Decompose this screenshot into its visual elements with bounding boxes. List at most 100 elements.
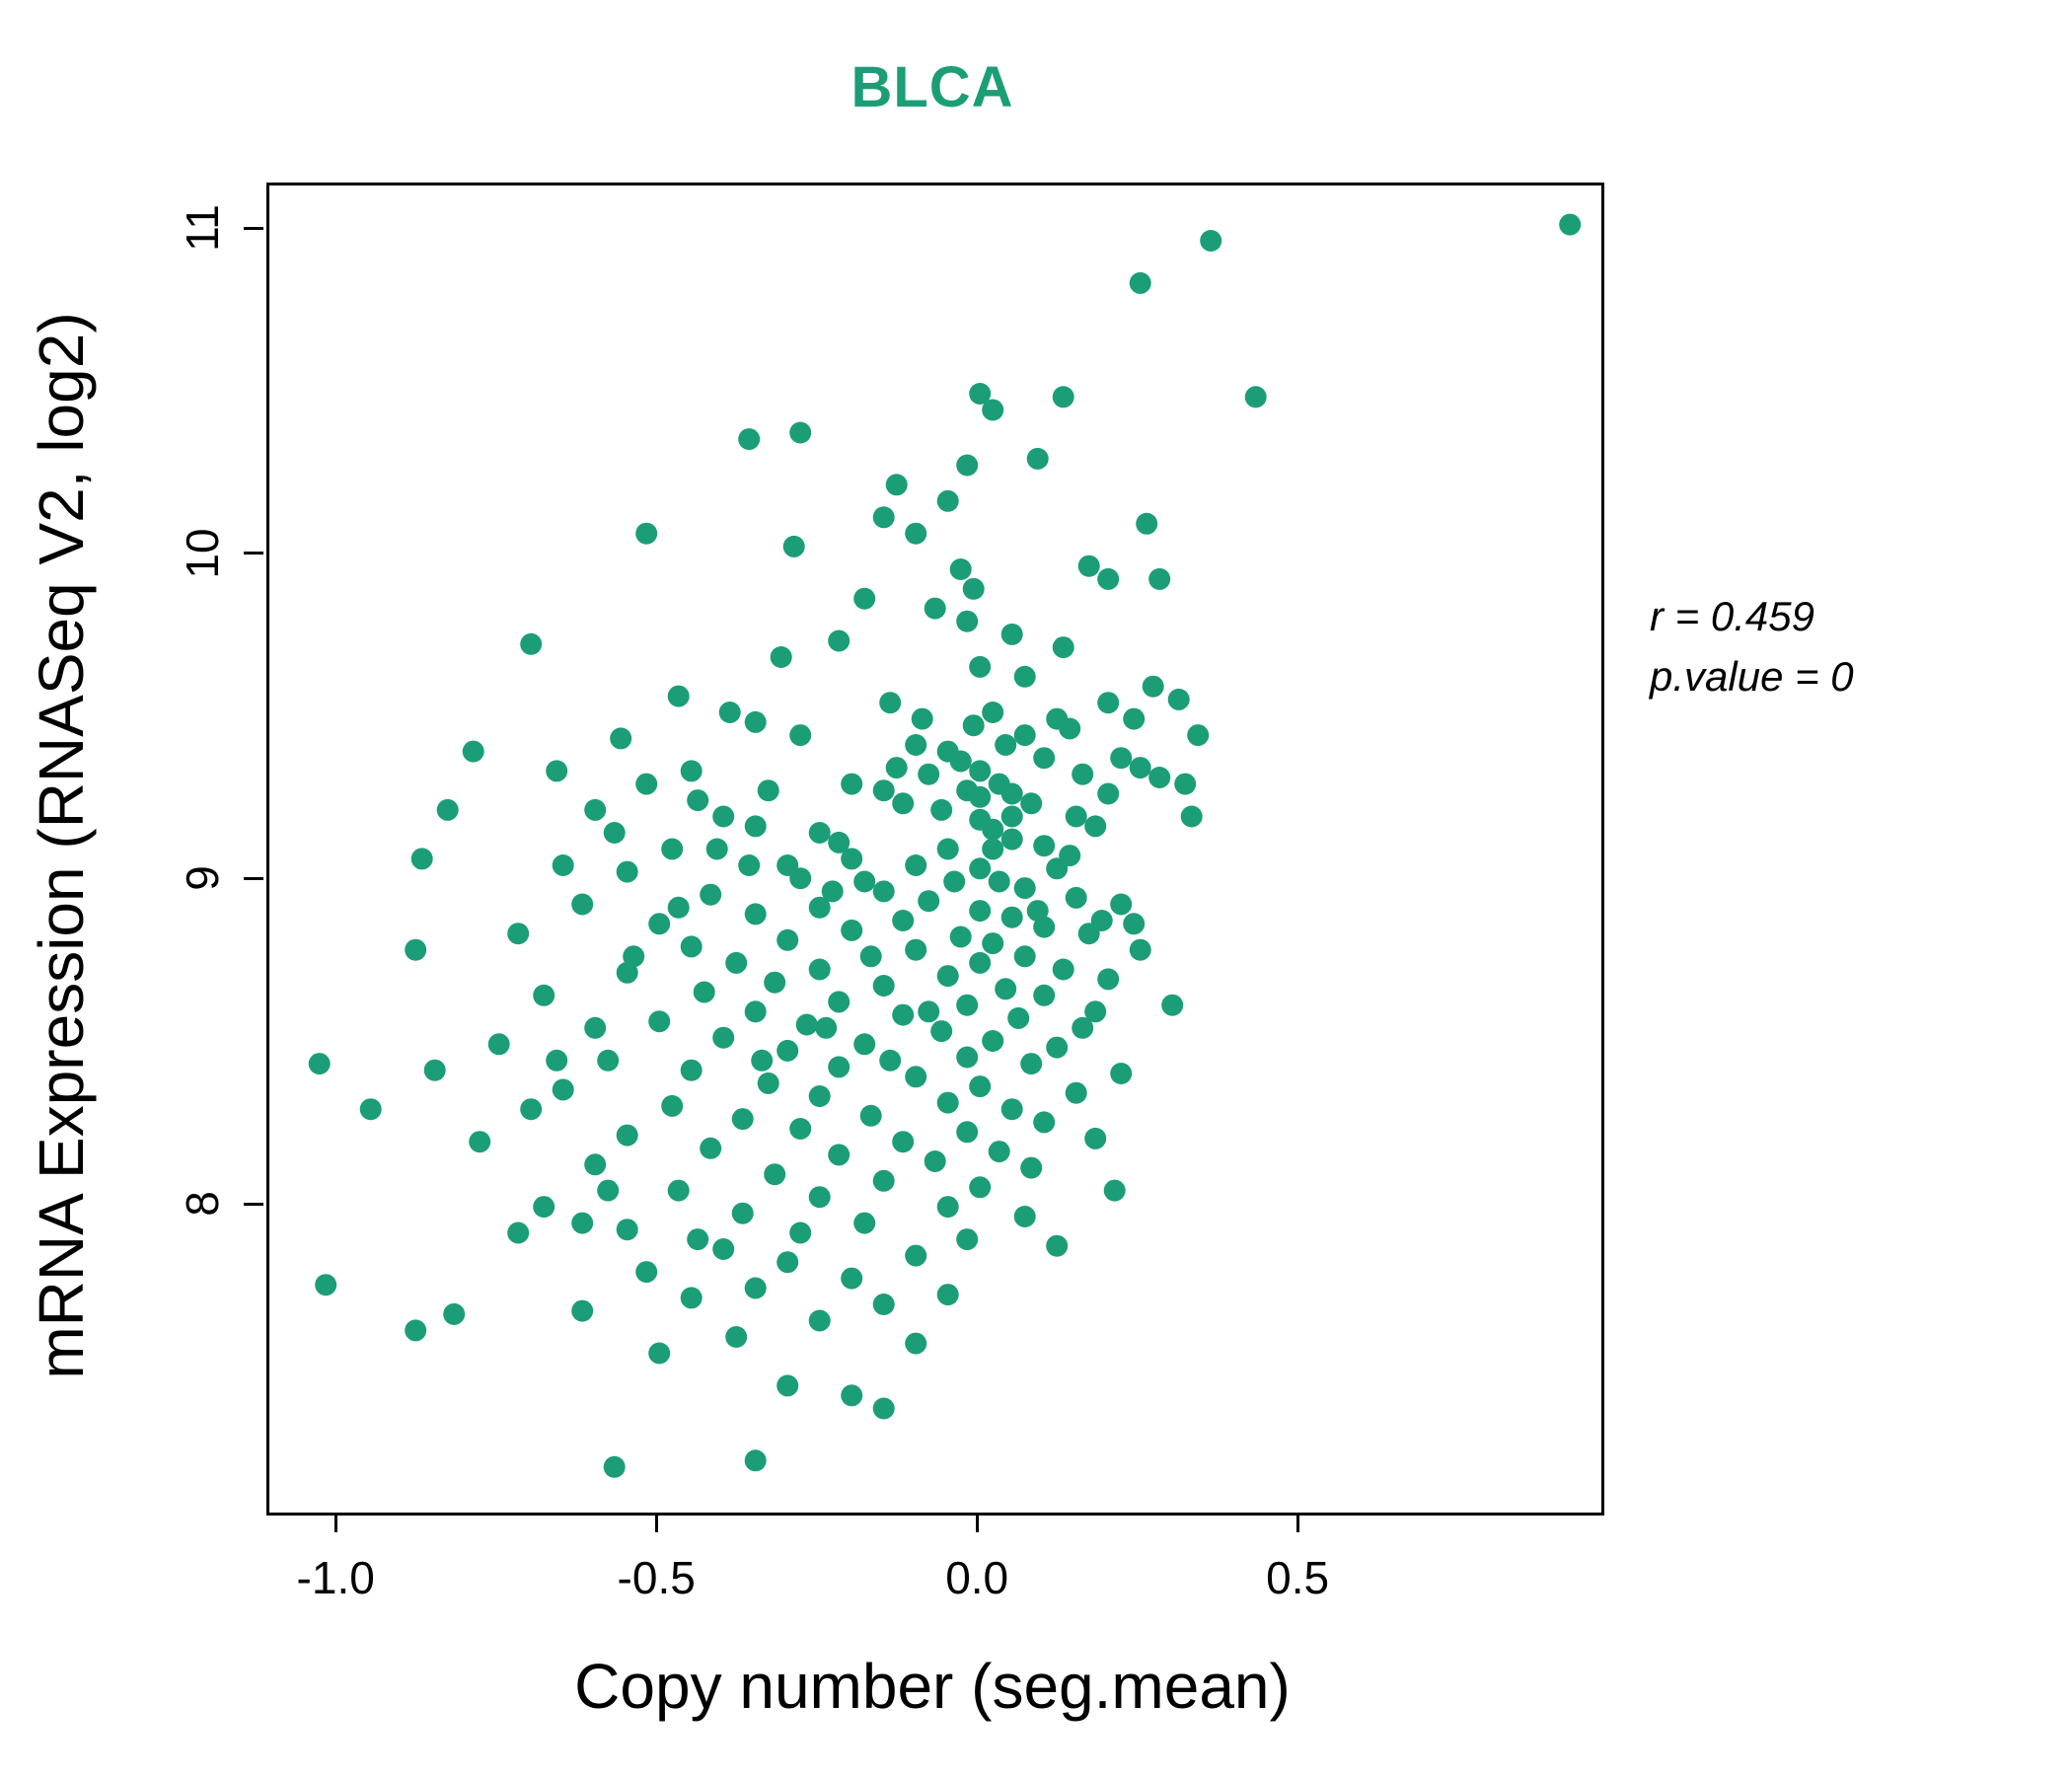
x-axis-tick-label: -0.5: [617, 1552, 696, 1603]
data-point: [872, 506, 895, 529]
x-axis-tick-mark: [654, 1513, 658, 1532]
data-point: [552, 1078, 574, 1101]
data-point: [905, 734, 927, 756]
data-point: [930, 1020, 953, 1043]
data-point: [1084, 815, 1107, 838]
data-point: [1136, 512, 1158, 535]
data-point: [616, 1219, 638, 1241]
data-point: [949, 925, 972, 948]
data-point: [853, 870, 876, 893]
data-point: [1077, 555, 1100, 577]
data-point: [988, 1141, 1010, 1163]
data-point: [584, 798, 607, 821]
data-point: [507, 1221, 530, 1244]
data-point: [712, 805, 735, 828]
data-point: [777, 1251, 799, 1274]
data-point: [1065, 1081, 1087, 1104]
data-point: [982, 399, 1004, 421]
data-point: [841, 1267, 863, 1290]
data-point: [571, 1212, 594, 1234]
data-point: [905, 1244, 927, 1267]
data-point: [828, 991, 851, 1013]
data-point: [584, 1016, 607, 1039]
data-point: [744, 710, 767, 733]
data-point: [552, 854, 574, 876]
data-point: [789, 724, 812, 747]
data-point: [956, 1046, 979, 1069]
data-point: [962, 577, 985, 600]
data-point: [436, 798, 459, 821]
data-point: [725, 951, 748, 974]
data-point: [712, 1238, 735, 1260]
data-point: [1020, 1053, 1043, 1075]
data-point: [744, 1000, 767, 1023]
data-point: [911, 707, 933, 730]
data-point: [982, 932, 1004, 955]
data-point: [667, 1179, 690, 1202]
data-point: [969, 760, 992, 782]
data-point: [892, 1131, 915, 1153]
data-point: [988, 870, 1010, 893]
data-point: [1174, 773, 1197, 795]
data-point: [1033, 916, 1056, 938]
data-point: [584, 1153, 607, 1176]
data-point: [789, 421, 812, 444]
data-point: [1123, 913, 1146, 935]
data-point: [1013, 1206, 1036, 1227]
data-point: [610, 727, 632, 750]
data-point: [1033, 747, 1056, 770]
data-point: [1161, 994, 1184, 1016]
data-point: [924, 1150, 946, 1172]
y-axis-tick-mark: [244, 552, 263, 555]
data-point: [956, 610, 979, 632]
data-point: [936, 1284, 959, 1306]
data-point: [905, 1332, 927, 1355]
data-point: [648, 913, 671, 935]
data-point: [680, 760, 703, 782]
data-point: [648, 1010, 671, 1033]
data-point: [571, 893, 594, 916]
data-point: [853, 587, 876, 610]
data-point: [738, 428, 761, 451]
data-point: [410, 848, 433, 870]
chart-title: BLCA: [851, 55, 1014, 119]
x-axis-tick-mark: [975, 1513, 979, 1532]
data-point: [616, 1124, 638, 1147]
data-point: [1090, 910, 1113, 931]
data-point: [1052, 386, 1074, 408]
data-point: [982, 838, 1004, 860]
data-point: [1046, 1036, 1069, 1059]
data-point: [859, 945, 882, 968]
data-point: [571, 1299, 594, 1322]
data-point: [1000, 623, 1023, 645]
data-point: [795, 1013, 818, 1036]
data-point: [789, 1118, 812, 1140]
data-point: [815, 1016, 838, 1039]
data-point: [1046, 1234, 1069, 1257]
data-point: [969, 1075, 992, 1098]
data-point: [705, 838, 728, 860]
data-point: [1097, 692, 1120, 714]
data-point: [680, 1059, 703, 1081]
data-point: [969, 900, 992, 923]
data-point: [1000, 1098, 1023, 1121]
data-point: [1129, 938, 1151, 961]
data-point: [744, 903, 767, 925]
data-point: [1559, 213, 1582, 236]
data-point: [1000, 805, 1023, 828]
data-point: [995, 978, 1017, 1000]
data-point: [661, 1094, 684, 1117]
data-point: [315, 1274, 337, 1296]
data-point: [680, 1287, 703, 1309]
data-point: [821, 880, 844, 903]
data-point: [359, 1098, 382, 1121]
data-point: [1129, 757, 1151, 779]
data-point: [308, 1053, 331, 1075]
data-point: [744, 815, 767, 838]
data-point: [1167, 688, 1190, 710]
data-point: [597, 1179, 620, 1202]
data-point: [1013, 665, 1036, 688]
data-point: [1033, 984, 1056, 1006]
data-point: [841, 848, 863, 870]
data-point: [918, 890, 940, 913]
